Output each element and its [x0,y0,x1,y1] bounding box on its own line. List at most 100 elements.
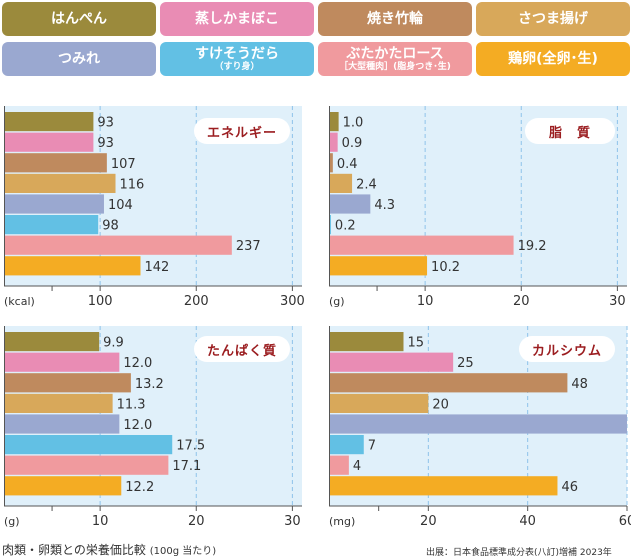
bar [329,194,371,214]
legend-chip-label: すけそうだら [195,46,279,62]
tick-label: 30 [284,514,301,529]
bar [329,235,514,255]
bar [329,132,338,152]
bar [4,235,232,255]
bar [4,332,100,352]
chart-protein: 10 20 30 (g) 9.9 12.0 13.2 11.3 12.0 17.5 17.1 12.2… [4,326,310,529]
data-label: 0.9 [342,136,363,151]
bar [329,373,568,393]
tick-label: 30 [609,294,626,309]
legend-chip-satsumaage: さつま揚げ [476,2,630,36]
data-label: 46 [561,480,578,495]
data-label: 17.5 [176,439,205,454]
chart-calcium: 204060(mg)15254820607446 カルシウム [329,326,631,529]
data-label: 13.2 [135,377,164,392]
tick-label: 40 [519,514,536,529]
legend-chip-label: ぶたかたロース [346,46,444,62]
tick-label: 20 [420,514,437,529]
data-label: 12.0 [123,418,152,433]
unit-label: (g) [4,515,20,528]
data-label: 9.9 [103,336,124,351]
unit-label: (kcal) [4,295,35,308]
bar [4,132,94,152]
tick-label: 10 [417,294,434,309]
legend-chip-keiran: 鶏卵(全卵･生) [476,42,630,76]
bar [329,435,364,455]
source-note: 出展：日本食品標準成分表(八訂)増補 2023年 [426,548,612,558]
bar [4,455,169,475]
legend-chip-label: 焼き竹輪 [367,11,423,27]
legend-chip-label: 鶏卵(全卵･生) [508,51,598,67]
bar [329,173,353,193]
tick-label: 20 [513,294,530,309]
data-label: 116 [120,177,145,192]
bar [329,414,627,434]
bar [329,332,404,352]
bar [329,352,454,372]
data-label: 19.2 [518,239,547,254]
tick-label: 10 [92,514,109,529]
bar [4,153,107,173]
bar [4,435,173,455]
bar [4,112,94,132]
footer-caption: 肉類・卵類との栄養価比較 (100g 当たり) [2,541,216,558]
bar [4,393,113,413]
chart-svg: 10 20 30 (g) 9.9 12.0 13.2 11.3 12.0 17.5 17.1 12.2 [4,326,302,529]
data-label: 93 [97,136,114,151]
bar [4,414,120,434]
legend-chip-yakichikuwa: 焼き竹輪 [318,2,472,36]
data-label: 4 [353,459,361,474]
data-label: 104 [108,198,133,213]
bar [4,373,131,393]
bar [329,112,339,132]
legend-chip-label: さつま揚げ [518,11,588,27]
chart-svg: 100 200 300 (kcal) 93 93 107 116 104 98 237 142 [4,106,305,309]
data-label: 107 [111,157,136,172]
data-label: 0.2 [335,219,356,234]
data-label: 48 [571,377,588,392]
chart-title: エネルギー [194,118,290,144]
legend-chip-label: 蒸しかまぼこ [195,11,279,27]
bar [4,194,104,214]
caption-text: 肉類・卵類との栄養価比較 [2,543,146,557]
bar [329,476,558,496]
data-label: 237 [236,239,261,254]
data-label: 2.4 [356,177,377,192]
legend-chip-hanpen: はんぺん [2,2,156,36]
caption-subtext: (100g 当たり) [149,546,217,557]
bar [4,256,141,276]
bar [329,393,429,413]
bar [329,153,333,173]
chart-title: 脂 質 [525,118,615,144]
bar [329,256,428,276]
tick-label: 100 [88,294,113,309]
chart-fat: 10 20 30 (g) 1.0 0.9 0.4 2.4 4.3 0.2 19.2 10.2 脂 質 [329,106,631,309]
legend-chip-label: つみれ [58,51,100,67]
unit-label: (g) [329,295,345,308]
data-label: 98 [102,219,119,234]
bar [329,455,349,475]
data-label: 15 [408,336,425,351]
legend-chip-sublabel: （すり身） [214,62,260,72]
data-label: 4.3 [374,198,395,213]
tick-label: 300 [280,294,305,309]
data-label: 12.2 [125,480,154,495]
data-label: 20 [432,397,449,412]
chart-svg: 204060(mg)15254820607446 [329,326,631,529]
legend-chip-butakataroosu: ぶたかたロース ［大型種肉］(脂身つき･生) [318,42,472,76]
data-label: 12.0 [123,356,152,371]
data-label: 25 [457,356,474,371]
legend-chip-mushikamaboko: 蒸しかまぼこ [160,2,314,36]
data-label: 1.0 [343,116,364,131]
data-label: 10.2 [431,260,460,275]
chart-title: カルシウム [519,336,615,362]
bar [4,476,122,496]
data-label: 0.4 [337,157,358,172]
tick-label: 200 [184,294,209,309]
chart-svg: 10 20 30 (g) 1.0 0.9 0.4 2.4 4.3 0.2 19.2 10.2 [329,106,627,309]
tick-label: 20 [188,514,205,529]
chart-energy: 100 200 300 (kcal) 93 93 107 116 104 98 237 142 エネル… [4,106,310,309]
legend-chip-tsumire: つみれ [2,42,156,76]
data-label: 93 [97,116,114,131]
tick-label: 60 [619,514,631,529]
